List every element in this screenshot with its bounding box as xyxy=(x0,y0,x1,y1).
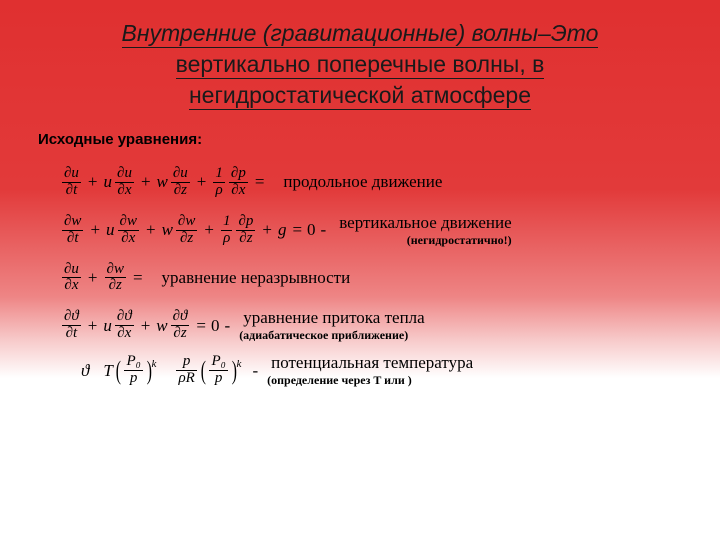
eq4-sub: (адиабатическое приближение) xyxy=(239,328,425,343)
slide-title: Внутренние (гравитационные) волны–Это ве… xyxy=(0,0,720,117)
title-line-3: негидростатической атмосфере xyxy=(189,82,531,110)
equation-3: ∂u∂x + ∂w∂z = уравнение неразрывности xyxy=(60,262,690,295)
equation-1: ∂u∂t + u ∂u∂x + w ∂u∂z + 1ρ ∂p∂x = продо… xyxy=(60,166,690,199)
eq2-sub: (негидростатично!) xyxy=(335,233,511,248)
eq2-desc: вертикальное движение xyxy=(339,213,511,233)
equations-block: ∂u∂t + u ∂u∂x + w ∂u∂z + 1ρ ∂p∂x = продо… xyxy=(0,148,720,388)
eq3-desc: уравнение неразрывности xyxy=(162,268,351,288)
title-line-1: Внутренние (гравитационные) волны–Это xyxy=(122,20,599,48)
subheading: Исходные уравнения: xyxy=(0,117,720,148)
slide: Внутренние (гравитационные) волны–Это ве… xyxy=(0,0,720,540)
equation-4: ∂ϑ∂t + u ∂ϑ∂x + w ∂ϑ∂z = 0 - уравнение п… xyxy=(60,308,690,343)
title-line-2: вертикально поперечные волны, в xyxy=(176,51,545,79)
equation-5: ϑ T ( P₀p ) k pρR ( P₀p ) k - потенциаль… xyxy=(80,353,690,388)
equation-2: ∂w∂t + u ∂w∂x + w ∂w∂z + 1ρ ∂p∂z + g = 0… xyxy=(60,213,690,248)
eq5-sub: (определение через T или ) xyxy=(267,373,473,388)
eq4-desc: уравнение притока тепла xyxy=(243,308,425,328)
eq5-desc: потенциальная температура xyxy=(271,353,473,373)
eq1-desc: продольное движение xyxy=(283,172,442,192)
